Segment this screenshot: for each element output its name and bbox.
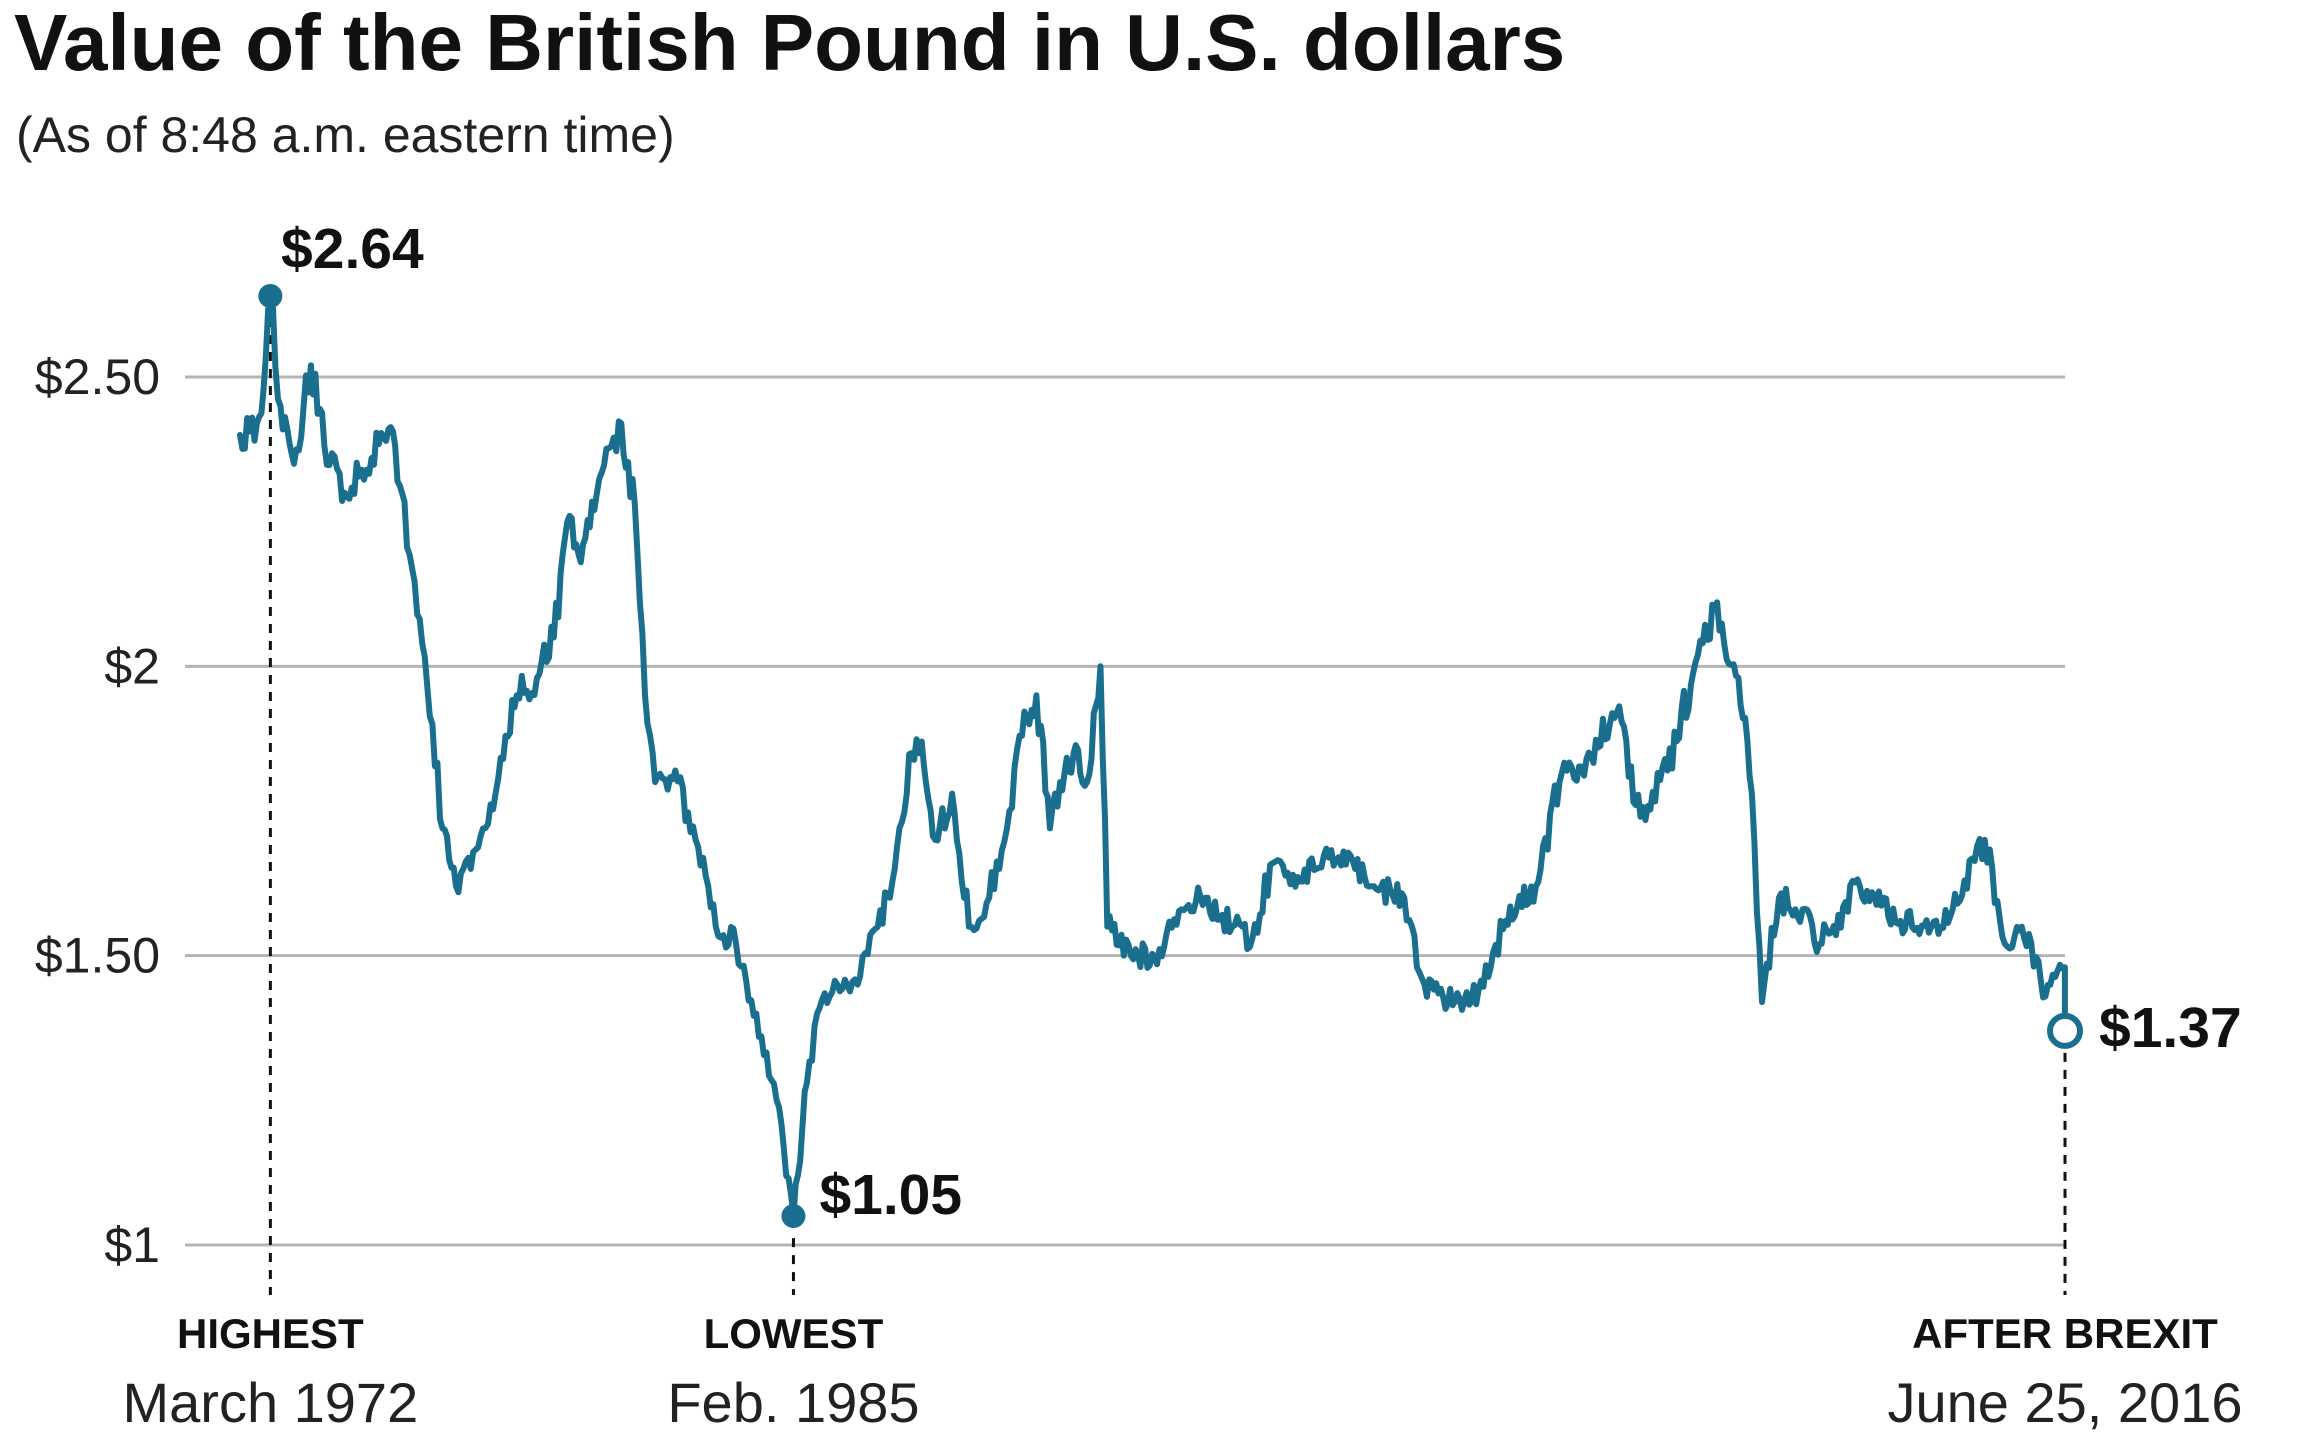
y-axis-ticks: $1 $1.50 $2 $2.50	[35, 349, 160, 1273]
y-tick-label: $1	[104, 1217, 160, 1273]
event-labels: $2.64 HIGHEST March 1972 $1.05 LOWEST Feb. 19…	[123, 217, 2243, 1434]
y-tick-label: $2.50	[35, 349, 160, 405]
brexit-marker	[2047, 1012, 2083, 1049]
y-tick-label: $2	[104, 638, 160, 694]
low-event-date: Feb. 1985	[667, 1371, 919, 1434]
low-marker	[781, 1204, 806, 1229]
brexit-event-date: June 25, 2016	[1888, 1371, 2243, 1434]
chart-subtitle: (As of 8:48 a.m. eastern time)	[16, 107, 675, 163]
brexit-event-title: AFTER BREXIT	[1912, 1310, 2218, 1357]
y-tick-label: $1.50	[35, 928, 160, 984]
brexit-value-label: $1.37	[2099, 996, 2242, 1060]
event-markers	[258, 283, 2083, 1229]
chart-title: Value of the British Pound in U.S. dolla…	[14, 0, 1565, 87]
event-guides	[268, 317, 2067, 1295]
high-marker	[258, 283, 283, 308]
gridlines	[185, 375, 2065, 1247]
low-event-title: LOWEST	[704, 1310, 884, 1357]
pound-value-line	[237, 293, 2068, 1220]
low-value-label: $1.05	[819, 1163, 962, 1227]
high-value-label: $2.64	[281, 217, 424, 281]
high-event-date: March 1972	[123, 1371, 419, 1434]
high-event-title: HIGHEST	[177, 1310, 364, 1357]
